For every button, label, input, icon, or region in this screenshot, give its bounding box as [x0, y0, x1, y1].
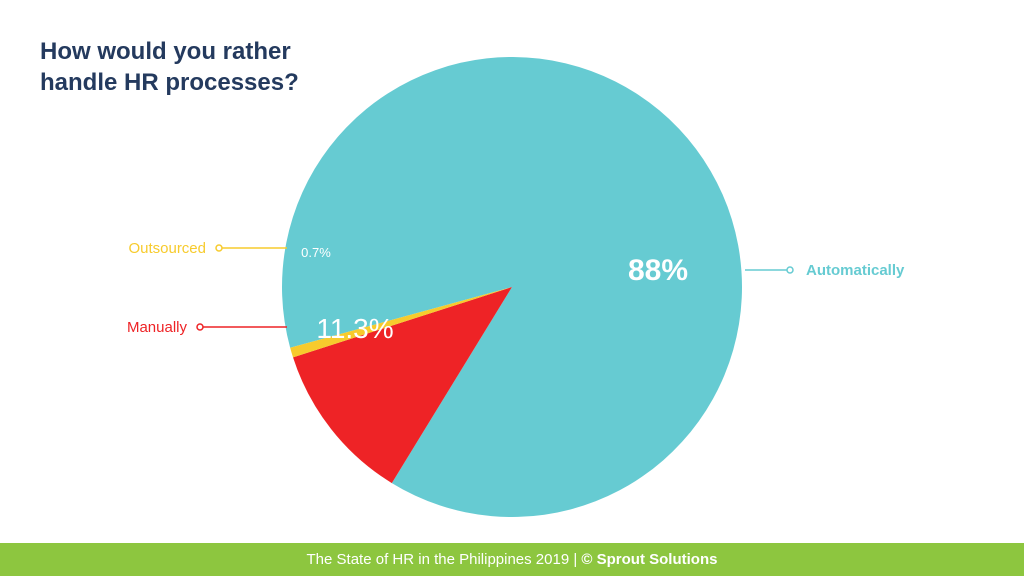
- category-label-automatically: Automatically: [806, 262, 905, 279]
- chart-title: How would you rather handle HR processes…: [40, 38, 299, 96]
- footer-brand: © Sprout Solutions: [581, 551, 718, 568]
- leader-dot-automatically: [786, 266, 794, 274]
- leader-dot-manually: [196, 323, 204, 331]
- pie-slice-automatically: [282, 57, 742, 518]
- value-label-outsourced: 0.7%: [301, 245, 331, 260]
- category-label-outsourced: Outsourced: [128, 240, 206, 257]
- value-label-manually: 11.3%: [316, 313, 393, 344]
- pie-slice-manually: [293, 287, 512, 484]
- leader-dot-outsourced: [215, 244, 223, 252]
- footer-bar: The State of HR in the Philippines 2019 …: [0, 543, 1024, 576]
- value-label-automatically: 88%: [628, 254, 688, 287]
- category-label-manually: Manually: [127, 319, 188, 336]
- pie-slice-outsourced: [290, 287, 512, 358]
- footer-text: The State of HR in the Philippines 2019 …: [306, 551, 582, 568]
